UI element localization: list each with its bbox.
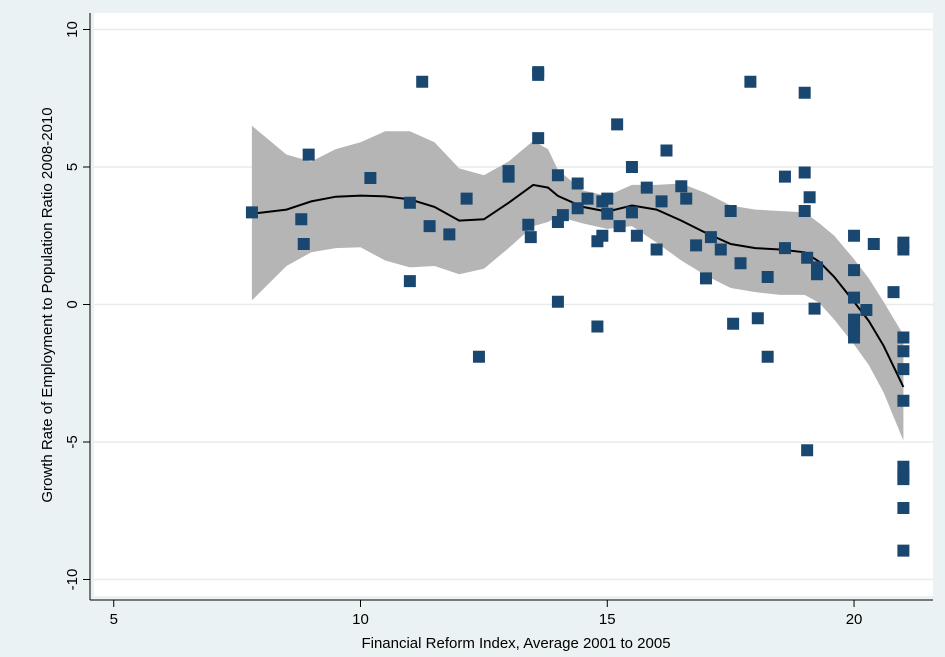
- data-point: [571, 202, 584, 215]
- data-point: [522, 218, 535, 231]
- data-point: [897, 331, 910, 344]
- data-point: [897, 345, 910, 358]
- data-point: [571, 177, 584, 190]
- data-point: [887, 286, 900, 299]
- data-point: [724, 205, 737, 217]
- data-points: [245, 66, 910, 557]
- data-point: [650, 243, 663, 256]
- data-point: [867, 238, 880, 250]
- data-point: [761, 350, 774, 363]
- data-point: [581, 192, 594, 205]
- data-point: [443, 228, 456, 241]
- data-point: [551, 169, 564, 182]
- data-point: [897, 473, 910, 486]
- data-point: [551, 295, 564, 308]
- data-point: [744, 75, 757, 88]
- data-point: [591, 320, 604, 333]
- y-tick-label: 5: [64, 163, 81, 171]
- data-point: [625, 206, 638, 219]
- data-point: [524, 231, 537, 244]
- data-point: [734, 257, 747, 270]
- data-point: [416, 75, 429, 88]
- data-point: [611, 118, 624, 131]
- data-point: [295, 213, 308, 226]
- y-tick-label: -5: [64, 435, 81, 448]
- data-point: [460, 192, 473, 205]
- data-point: [798, 166, 811, 179]
- data-point: [660, 144, 673, 157]
- data-point: [860, 304, 873, 316]
- data-point: [897, 502, 910, 514]
- data-point: [811, 268, 824, 281]
- data-point: [601, 192, 614, 205]
- data-point: [897, 544, 910, 557]
- y-tick-label: 0: [64, 300, 81, 308]
- data-point: [798, 205, 811, 217]
- data-point: [640, 181, 653, 194]
- data-point: [808, 302, 821, 315]
- data-point: [302, 148, 315, 161]
- data-point: [403, 275, 416, 288]
- data-point: [502, 170, 515, 183]
- data-point: [655, 195, 668, 208]
- data-point: [778, 170, 791, 183]
- data-point: [680, 192, 693, 205]
- data-point: [245, 206, 258, 219]
- data-point: [801, 444, 814, 457]
- data-point: [801, 251, 814, 264]
- data-point: [532, 132, 545, 145]
- y-axis-title: Growth Rate of Employment to Population …: [39, 107, 56, 502]
- data-point: [714, 243, 727, 256]
- data-point: [704, 231, 717, 244]
- data-point: [798, 86, 811, 99]
- axes: [83, 13, 933, 607]
- x-tick-label: 15: [599, 611, 616, 628]
- data-point: [675, 180, 688, 193]
- data-point: [848, 229, 861, 242]
- data-point: [761, 271, 774, 283]
- data-point: [556, 209, 569, 222]
- data-point: [727, 317, 740, 330]
- data-point: [297, 238, 310, 250]
- x-tick-label: 20: [846, 611, 863, 628]
- y-tick-label: -10: [64, 569, 81, 591]
- data-point: [803, 191, 816, 204]
- data-point: [532, 68, 545, 81]
- data-point: [596, 229, 609, 242]
- x-tick-label: 5: [110, 611, 118, 628]
- data-point: [897, 363, 910, 376]
- data-point: [601, 207, 614, 220]
- data-point: [364, 172, 377, 184]
- data-point: [897, 394, 910, 407]
- data-point: [690, 239, 703, 252]
- data-point: [897, 243, 910, 256]
- data-point: [848, 291, 861, 304]
- y-tick-label: 10: [64, 21, 81, 38]
- data-point: [613, 220, 626, 233]
- data-point: [472, 350, 485, 363]
- data-point: [423, 220, 436, 233]
- data-point: [699, 272, 712, 285]
- data-point: [625, 161, 638, 173]
- x-tick-label: 10: [352, 611, 369, 628]
- data-point: [848, 331, 861, 344]
- data-point: [403, 196, 416, 209]
- data-point: [751, 312, 764, 325]
- data-point: [848, 264, 861, 277]
- data-point: [630, 229, 643, 242]
- tick-labels: 5 10 15 20 -10 -5 0 5 10: [64, 21, 862, 628]
- x-axis-title: Financial Reform Index, Average 2001 to …: [361, 635, 670, 652]
- data-point: [778, 242, 791, 255]
